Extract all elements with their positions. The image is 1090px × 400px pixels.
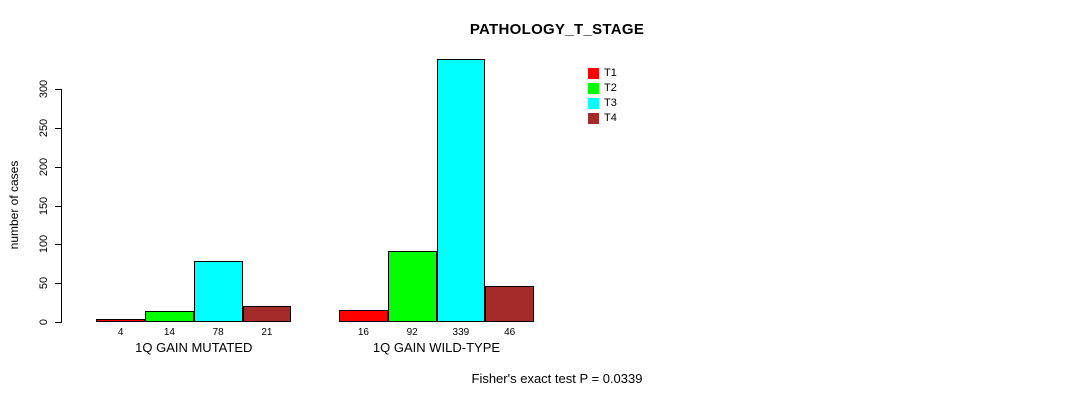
y-tick xyxy=(55,166,61,168)
bar-value-label: 4 xyxy=(117,327,124,338)
annotation-text: Fisher's exact test P = 0.0339 xyxy=(471,371,643,386)
category-label: 1Q GAIN WILD-TYPE xyxy=(372,340,501,355)
legend-label: T1 xyxy=(604,67,617,79)
y-tick xyxy=(55,205,61,207)
y-tick xyxy=(55,89,61,90)
legend-item-t3: T3 xyxy=(588,96,617,111)
legend-item-t2: T2 xyxy=(588,81,617,96)
chart-title: PATHOLOGY_T_STAGE xyxy=(469,21,645,38)
y-axis-label: number of cases xyxy=(7,160,21,250)
bar-t2 xyxy=(387,250,437,322)
y-tick-label: 200 xyxy=(38,157,50,176)
bar-t3 xyxy=(193,261,243,322)
bar-t3 xyxy=(436,58,486,322)
y-tick-label: 300 xyxy=(38,79,50,99)
bar-value-label: 92 xyxy=(406,327,418,338)
bar-t2 xyxy=(145,311,194,322)
bar-value-label: 339 xyxy=(452,327,470,338)
category-label: 1Q GAIN MUTATED xyxy=(135,340,253,355)
bar-value-label: 14 xyxy=(163,327,175,338)
bar-t4 xyxy=(242,305,292,322)
bar-t1 xyxy=(96,318,145,322)
legend-swatch-t3 xyxy=(588,98,599,109)
legend-swatch-t4 xyxy=(588,113,599,124)
y-tick-label: 150 xyxy=(38,196,50,215)
bar-t4 xyxy=(485,286,534,322)
legend-swatch-t1 xyxy=(588,68,599,79)
legend-label: T4 xyxy=(604,112,617,124)
bar-value-label: 21 xyxy=(261,327,273,338)
legend-label: T2 xyxy=(604,82,617,94)
y-tick xyxy=(55,322,61,323)
y-axis-line xyxy=(61,89,62,323)
y-tick-label: 0 xyxy=(38,318,50,326)
y-tick xyxy=(55,283,61,285)
legend: T1 T2 T3 T4 xyxy=(588,66,617,126)
legend-swatch-t2 xyxy=(588,83,599,94)
y-tick xyxy=(55,244,61,246)
bar-t1 xyxy=(339,309,388,322)
bar-value-label: 16 xyxy=(357,327,369,338)
bar-value-label: 46 xyxy=(504,327,516,338)
y-tick-label: 50 xyxy=(38,277,50,290)
y-tick-label: 100 xyxy=(38,235,50,254)
bar-value-label: 78 xyxy=(212,327,224,338)
legend-item-t1: T1 xyxy=(588,66,617,81)
legend-item-t4: T4 xyxy=(588,111,617,126)
y-tick-label: 250 xyxy=(38,118,50,138)
legend-label: T3 xyxy=(604,97,617,109)
y-tick xyxy=(55,127,61,129)
